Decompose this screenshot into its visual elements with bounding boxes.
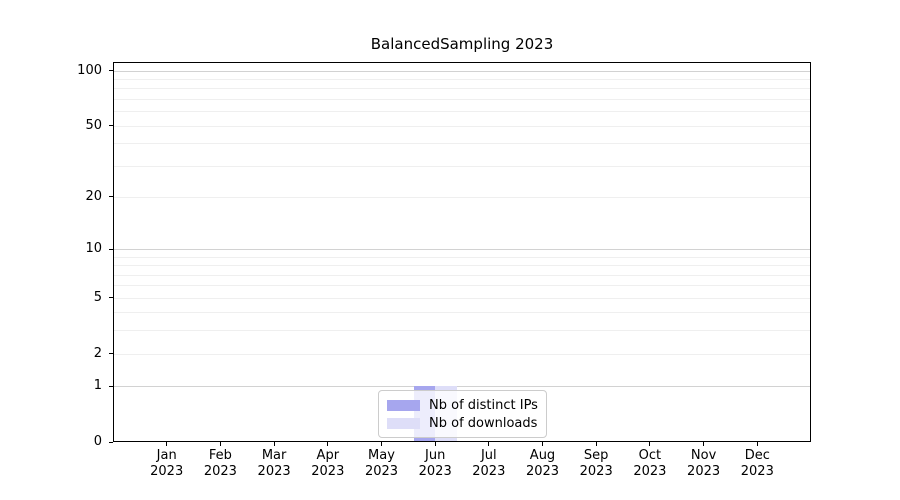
y-tick-50 (109, 125, 113, 126)
y-gridline-70 (114, 98, 810, 100)
x-tick-Aug-2023 (542, 442, 543, 446)
x-tick-label-Aug-2023: Aug 2023 (525, 448, 560, 479)
y-gridline-4 (114, 312, 810, 314)
y-gridline-30 (114, 165, 810, 167)
y-gridline-6 (114, 285, 810, 287)
x-tick-Jul-2023 (488, 442, 490, 446)
x-tick-label-Jul-2023: Jul 2023 (472, 448, 506, 479)
y-gridline-100 (114, 70, 810, 72)
y-gridline-10 (114, 249, 810, 250)
y-tick-1 (109, 385, 113, 387)
y-tick-label-10: 10 (85, 241, 102, 256)
x-tick-Oct-2023 (649, 442, 651, 446)
x-tick-label-Feb-2023: Feb 2023 (203, 448, 237, 479)
chart-title: BalancedSampling 2023 (370, 35, 554, 53)
y-tick-label-5: 5 (93, 289, 102, 305)
y-tick-label-0: 0 (93, 434, 102, 449)
y-gridline-50 (114, 125, 810, 127)
y-tick-0 (109, 441, 113, 443)
x-tick-Mar-2023 (273, 442, 275, 446)
y-gridline-80 (114, 88, 810, 90)
x-tick-label-Jan-2023: Jan 2023 (150, 448, 184, 479)
x-tick-Jun-2023 (434, 442, 436, 446)
x-tick-Apr-2023 (327, 442, 329, 446)
plot-area-border (113, 62, 811, 442)
y-gridline-1 (114, 386, 810, 388)
y-gridline-3 (114, 330, 810, 332)
y-gridline-9 (114, 256, 810, 258)
y-tick-10 (109, 248, 113, 250)
legend-item-downloads: Nb of downloads (387, 414, 538, 432)
x-tick-label-Mar-2023: Mar 2023 (257, 448, 291, 479)
y-tick-5 (109, 297, 113, 299)
legend-swatch-distinct-ips-icon (387, 399, 420, 411)
y-gridline-2 (114, 353, 810, 355)
x-tick-label-Oct-2023: Oct 2023 (633, 448, 667, 479)
y-tick-label-100: 100 (77, 62, 102, 78)
x-tick-May-2023 (381, 442, 382, 446)
x-tick-Jan-2023 (166, 442, 168, 446)
y-tick-label-20: 20 (85, 188, 102, 204)
y-tick-label-1: 1 (93, 378, 102, 394)
y-gridline-40 (114, 143, 810, 145)
y-tick-label-50: 50 (85, 117, 102, 133)
legend-swatch-downloads-icon (387, 417, 420, 429)
x-tick-Dec-2023 (756, 442, 758, 446)
y-gridline-90 (114, 78, 810, 80)
y-tick-label-2: 2 (93, 345, 102, 361)
y-gridline-8 (114, 265, 810, 267)
x-tick-Sep-2023 (595, 442, 597, 446)
y-gridline-5 (114, 297, 810, 299)
y-gridline-60 (114, 111, 810, 113)
x-tick-label-Jun-2023: Jun 2023 (418, 448, 452, 479)
x-tick-label-Dec-2023: Dec 2023 (740, 448, 774, 479)
x-tick-label-Sep-2023: Sep 2023 (579, 448, 613, 479)
y-gridline-7 (114, 274, 810, 276)
x-tick-label-Nov-2023: Nov 2023 (687, 448, 721, 479)
x-tick-label-Apr-2023: Apr 2023 (311, 448, 345, 479)
legend-item-distinct-ips: Nb of distinct IPs (387, 396, 538, 414)
y-tick-2 (109, 353, 113, 355)
y-tick-100 (109, 70, 113, 71)
legend-label-downloads: Nb of downloads (429, 415, 538, 431)
y-gridline-20 (114, 196, 810, 198)
x-tick-Feb-2023 (219, 442, 221, 446)
x-tick-Nov-2023 (703, 442, 705, 446)
legend: Nb of distinct IPs Nb of downloads (378, 390, 547, 438)
y-tick-20 (109, 196, 113, 198)
legend-label-distinct-ips: Nb of distinct IPs (429, 397, 538, 413)
x-tick-label-May-2023: May 2023 (364, 448, 399, 479)
